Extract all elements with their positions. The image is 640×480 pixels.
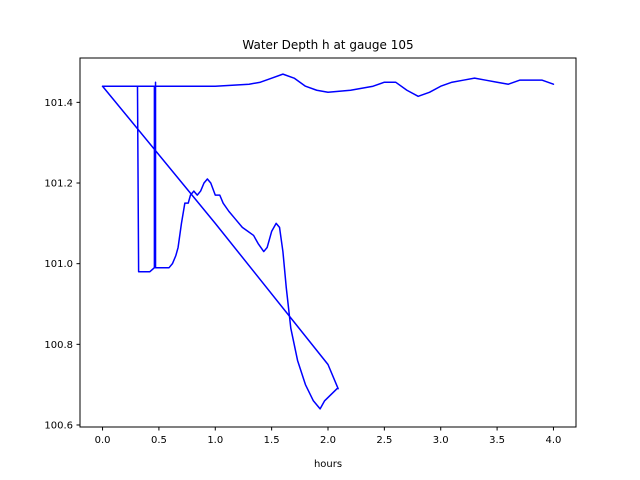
x-tick-label: 2.5 <box>376 435 392 446</box>
x-tick-label: 2.0 <box>320 435 336 446</box>
x-tick-label: 0.5 <box>151 435 167 446</box>
x-axis-ticks: 0.0 0.5 1.0 1.5 2.0 2.5 3.0 3.5 4.0 <box>95 427 562 446</box>
series-line-1 <box>101 81 339 410</box>
series-line-2 <box>101 73 555 98</box>
x-axis-label: hours <box>314 459 342 470</box>
y-tick-label: 101.2 <box>44 179 73 190</box>
y-axis-ticks: 100.6 100.8 101.0 101.2 101.4 <box>44 98 80 431</box>
x-tick-label: 0.0 <box>95 435 111 446</box>
y-tick-label: 101.0 <box>44 259 73 270</box>
x-tick-label: 4.0 <box>546 435 562 446</box>
x-tick-label: 3.0 <box>433 435 449 446</box>
x-tick-label: 3.5 <box>489 435 505 446</box>
y-tick-label: 100.8 <box>44 340 73 351</box>
chart-title: Water Depth h at gauge 105 <box>242 38 413 52</box>
plot-area-frame <box>79 57 577 428</box>
y-tick-label: 100.6 <box>44 420 73 431</box>
x-tick-label: 1.5 <box>264 435 280 446</box>
series-layer <box>101 73 555 410</box>
y-tick-label: 101.4 <box>44 98 73 109</box>
x-tick-label: 1.0 <box>207 435 223 446</box>
